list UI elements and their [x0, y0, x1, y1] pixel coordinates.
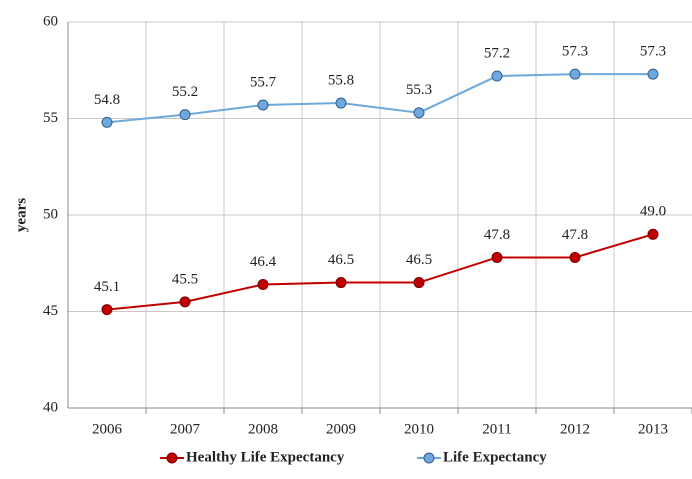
data-point — [257, 99, 269, 111]
legend-marker — [166, 452, 178, 464]
data-point — [569, 68, 581, 80]
data-point — [179, 109, 191, 121]
legend-label: Life Expectancy — [443, 449, 547, 465]
data-label: 57.2 — [484, 45, 510, 61]
data-point — [647, 228, 659, 240]
data-point — [413, 107, 425, 119]
data-label: 55.7 — [250, 74, 277, 90]
data-point — [101, 116, 113, 128]
data-label: 47.8 — [562, 227, 588, 243]
x-tick-label: 2009 — [326, 421, 356, 437]
series-line — [106, 73, 653, 124]
x-tick-label: 2007 — [170, 421, 201, 437]
y-tick-label: 50 — [43, 206, 58, 222]
data-label: 45.5 — [172, 271, 198, 287]
legend-label: Healthy Life Expectancy — [186, 449, 345, 465]
x-tick-label: 2010 — [404, 421, 434, 437]
data-label: 55.2 — [172, 84, 198, 100]
data-point — [413, 277, 425, 289]
series-line — [106, 233, 654, 311]
data-point — [569, 251, 581, 263]
data-point — [647, 68, 659, 80]
data-label: 49.0 — [640, 204, 666, 220]
x-tick-label: 2008 — [248, 421, 278, 437]
data-label: 57.3 — [640, 44, 666, 60]
y-tick-label: 40 — [43, 399, 58, 415]
data-label: 57.3 — [562, 44, 588, 60]
data-label: 54.8 — [94, 92, 120, 108]
y-tick-label: 45 — [43, 303, 58, 319]
x-tick-label: 2012 — [560, 421, 590, 437]
data-label: 46.4 — [250, 254, 277, 270]
data-label: 55.3 — [406, 82, 432, 98]
data-label: 46.5 — [328, 252, 354, 268]
y-axis-label: years — [13, 198, 29, 232]
data-label: 46.5 — [406, 252, 432, 268]
data-point — [491, 251, 503, 263]
data-label: 55.8 — [328, 72, 354, 88]
x-tick-label: 2011 — [482, 421, 511, 437]
data-point — [491, 70, 503, 82]
data-point — [101, 304, 113, 316]
x-tick-label: 2006 — [92, 421, 123, 437]
y-tick-label: 55 — [43, 110, 58, 126]
x-tick-label: 2013 — [638, 421, 668, 437]
data-label: 47.8 — [484, 227, 510, 243]
data-point — [257, 278, 269, 290]
legend-marker — [423, 452, 435, 464]
data-point — [335, 97, 347, 109]
data-point — [335, 277, 347, 289]
data-point — [179, 296, 191, 308]
y-tick-label: 60 — [43, 13, 58, 29]
data-label: 45.1 — [94, 279, 120, 295]
